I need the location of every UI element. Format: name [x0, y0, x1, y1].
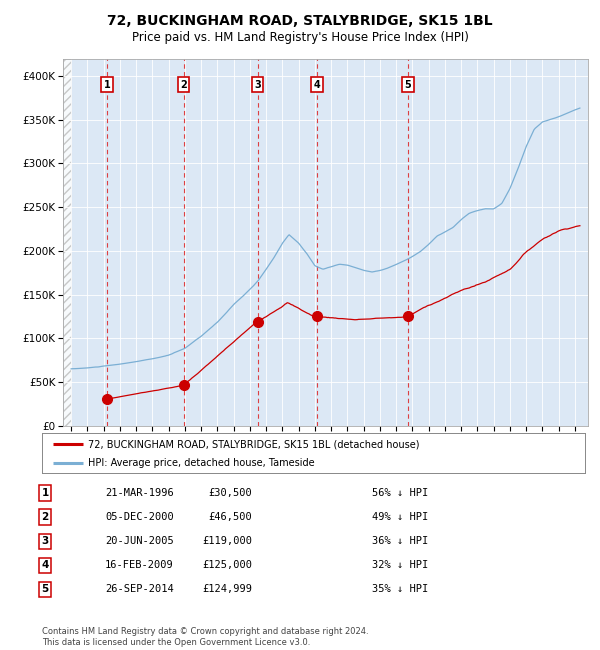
Text: £46,500: £46,500: [208, 512, 252, 522]
Text: 5: 5: [404, 80, 412, 90]
Text: 5: 5: [41, 584, 49, 594]
Text: 49% ↓ HPI: 49% ↓ HPI: [372, 512, 428, 522]
Text: 16-FEB-2009: 16-FEB-2009: [105, 560, 174, 570]
Text: £125,000: £125,000: [202, 560, 252, 570]
Text: 32% ↓ HPI: 32% ↓ HPI: [372, 560, 428, 570]
Text: 72, BUCKINGHAM ROAD, STALYBRIDGE, SK15 1BL (detached house): 72, BUCKINGHAM ROAD, STALYBRIDGE, SK15 1…: [88, 439, 419, 449]
Text: 26-SEP-2014: 26-SEP-2014: [105, 584, 174, 594]
Text: HPI: Average price, detached house, Tameside: HPI: Average price, detached house, Tame…: [88, 458, 315, 468]
Text: 2: 2: [180, 80, 187, 90]
Text: 36% ↓ HPI: 36% ↓ HPI: [372, 536, 428, 546]
Text: £30,500: £30,500: [208, 488, 252, 498]
Text: Contains HM Land Registry data © Crown copyright and database right 2024.
This d: Contains HM Land Registry data © Crown c…: [42, 627, 368, 647]
Text: 4: 4: [41, 560, 49, 570]
Text: Price paid vs. HM Land Registry's House Price Index (HPI): Price paid vs. HM Land Registry's House …: [131, 31, 469, 44]
Text: 1: 1: [104, 80, 110, 90]
Text: 1: 1: [41, 488, 49, 498]
Text: 4: 4: [314, 80, 320, 90]
Text: 21-MAR-1996: 21-MAR-1996: [105, 488, 174, 498]
Text: £119,000: £119,000: [202, 536, 252, 546]
Text: 3: 3: [41, 536, 49, 546]
Text: 56% ↓ HPI: 56% ↓ HPI: [372, 488, 428, 498]
Text: £124,999: £124,999: [202, 584, 252, 594]
Text: 2: 2: [41, 512, 49, 522]
Text: 05-DEC-2000: 05-DEC-2000: [105, 512, 174, 522]
Text: 35% ↓ HPI: 35% ↓ HPI: [372, 584, 428, 594]
Text: 20-JUN-2005: 20-JUN-2005: [105, 536, 174, 546]
Text: 72, BUCKINGHAM ROAD, STALYBRIDGE, SK15 1BL: 72, BUCKINGHAM ROAD, STALYBRIDGE, SK15 1…: [107, 14, 493, 29]
Text: 3: 3: [254, 80, 261, 90]
